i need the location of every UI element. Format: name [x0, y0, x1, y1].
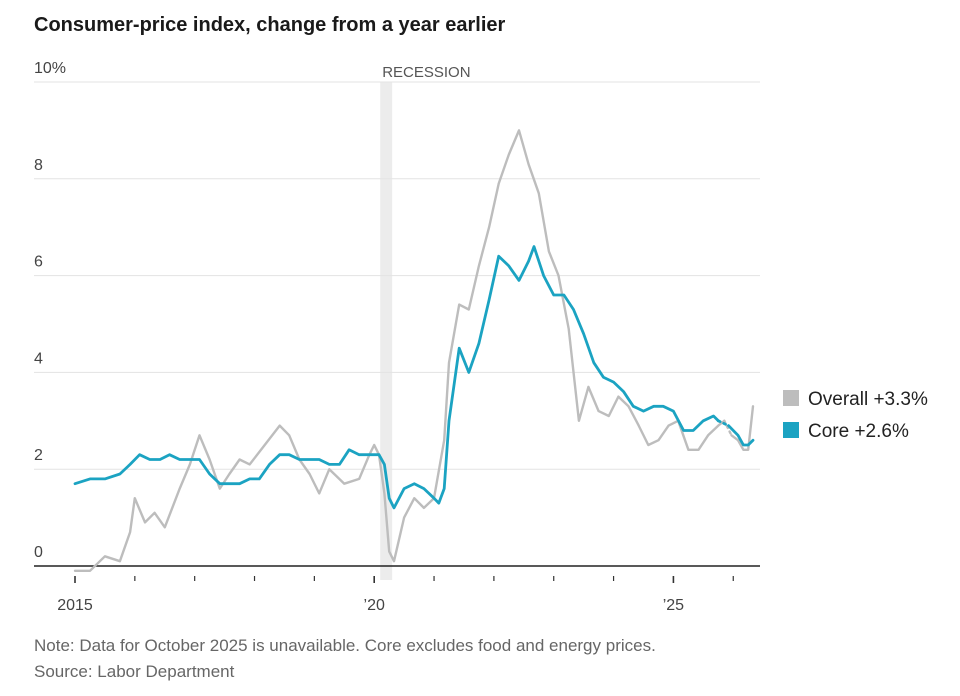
legend-swatch-core — [783, 422, 799, 438]
recession-band — [380, 82, 393, 580]
x-tick-label: 2015 — [57, 597, 93, 614]
chart-title: Consumer-price index, change from a year… — [34, 14, 506, 36]
y-tick-label: 6 — [34, 254, 43, 271]
series-line-overall — [730, 405, 755, 451]
legend-label-core: Core +2.6% — [808, 421, 909, 442]
chart-source: Source: Labor Department — [34, 662, 235, 681]
y-tick-label: 10% — [34, 60, 66, 77]
y-tick-label: 4 — [34, 350, 43, 367]
y-tick-label: 2 — [34, 447, 43, 464]
x-tick-label: ’20 — [364, 597, 385, 614]
chart-note: Note: Data for October 2025 is unavailab… — [34, 636, 656, 655]
y-tick-label: 0 — [34, 544, 43, 561]
series-line-core — [727, 424, 755, 447]
legend-label-overall: Overall +3.3% — [808, 389, 928, 410]
series-line-core — [73, 245, 720, 510]
legend-swatch-overall — [783, 390, 799, 406]
x-tick-label: ’25 — [663, 597, 684, 614]
gap-bridge-core — [716, 419, 730, 428]
y-tick-label: 8 — [34, 157, 43, 174]
line-chart: RECESSION 0 2 4 6 8 10% 2015 ’20 ’25 Overall +3.3%… — [34, 60, 928, 614]
recession-label: RECESSION — [382, 64, 470, 81]
series-line-overall — [73, 129, 726, 572]
